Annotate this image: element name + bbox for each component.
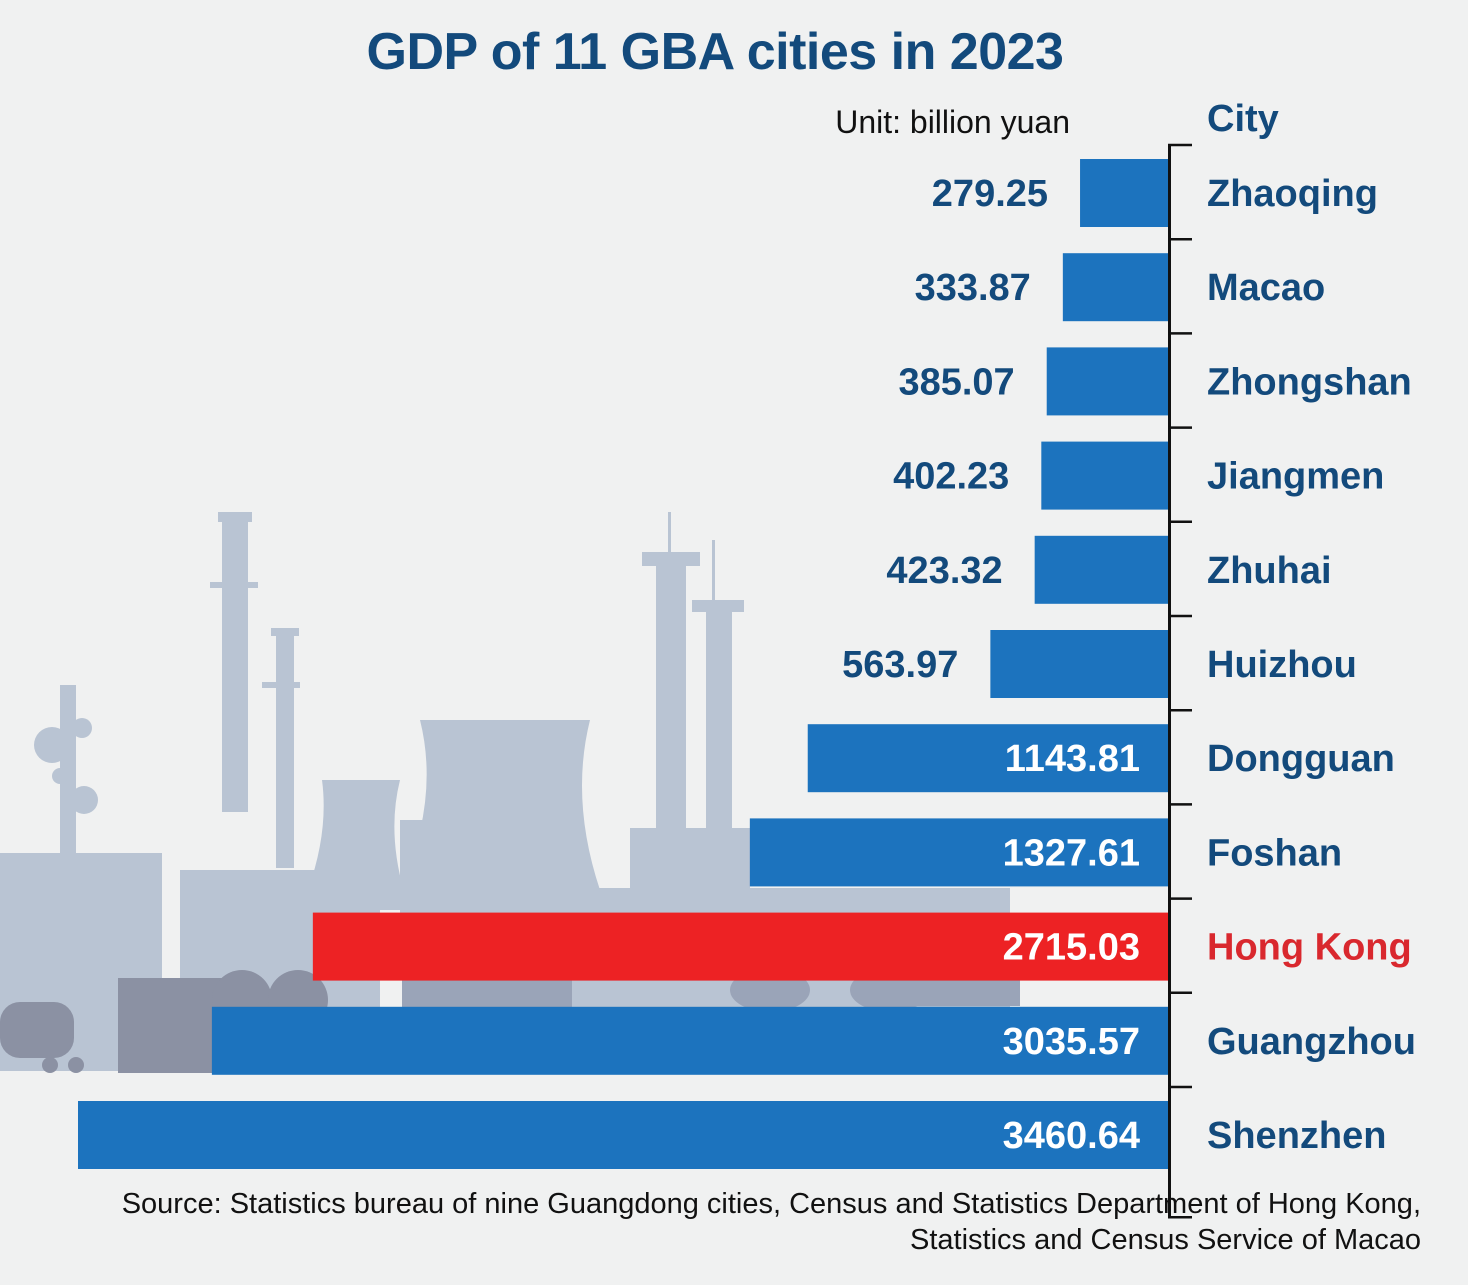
source-line-1: Source: Statistics bureau of nine Guangd…: [121, 1188, 1421, 1220]
bar-zhuhai: [1034, 535, 1168, 604]
category-label: Shenzhen: [1207, 1115, 1386, 1157]
value-label: 563.97: [842, 644, 958, 686]
bar-zhongshan: [1046, 347, 1168, 416]
category-axis-header: City: [1207, 98, 1279, 140]
chart-title: GDP of 11 GBA cities in 2023: [366, 23, 1064, 81]
value-label: 3460.64: [1003, 1115, 1140, 1157]
category-label: Guangzhou: [1207, 1021, 1416, 1063]
value-label: 1327.61: [1003, 832, 1140, 874]
value-label: 2715.03: [1003, 927, 1140, 969]
value-label: 423.32: [886, 550, 1002, 592]
source-line-2: Statistics and Census Service of Macao: [910, 1224, 1421, 1256]
category-label: Hong Kong: [1207, 927, 1412, 969]
category-label: Dongguan: [1207, 738, 1395, 780]
bar-hong-kong: [312, 912, 1169, 981]
value-label: 279.25: [932, 173, 1048, 215]
value-label: 402.23: [893, 456, 1009, 498]
bar-jiangmen: [1041, 441, 1168, 510]
bar-shenzhen: [78, 1101, 1168, 1169]
bar-guangzhou: [211, 1006, 1168, 1075]
value-label: 3035.57: [1003, 1021, 1140, 1063]
category-label: Zhaoqing: [1207, 173, 1378, 215]
bar-dongguan: [807, 724, 1168, 793]
value-label: 333.87: [915, 267, 1031, 309]
bar-foshan: [749, 818, 1168, 887]
bar-zhaoqing: [1080, 159, 1168, 227]
value-label: 1143.81: [1005, 738, 1140, 780]
category-label: Macao: [1207, 267, 1325, 309]
category-label: Jiangmen: [1207, 456, 1384, 498]
unit-label: Unit: billion yuan: [835, 104, 1070, 140]
category-label: Zhuhai: [1207, 550, 1332, 592]
value-label: 385.07: [898, 361, 1014, 403]
bar-macao: [1062, 253, 1168, 322]
source-note: Source: Statistics bureau of nine Guangd…: [1, 1186, 1421, 1258]
category-label: Huizhou: [1207, 644, 1357, 686]
category-label: Zhongshan: [1207, 361, 1412, 403]
category-label: Foshan: [1207, 832, 1342, 874]
bar-huizhou: [990, 630, 1168, 698]
